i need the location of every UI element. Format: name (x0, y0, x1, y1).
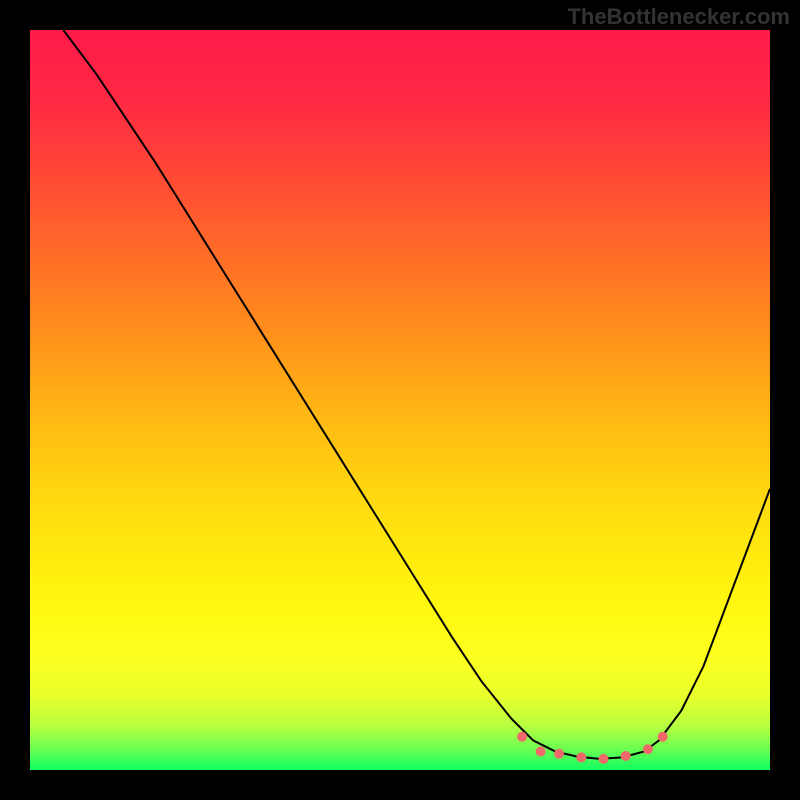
marker-point (599, 754, 609, 764)
marker-point (536, 747, 546, 757)
chart-container: TheBottlenecker.com (0, 0, 800, 800)
optimal-markers (30, 30, 770, 770)
marker-point (576, 752, 586, 762)
marker-point (621, 751, 631, 761)
attribution-text: TheBottlenecker.com (567, 4, 790, 30)
marker-point (517, 732, 527, 742)
marker-point (554, 749, 564, 759)
marker-point (658, 732, 668, 742)
marker-point (643, 744, 653, 754)
chart-plot-area (30, 30, 770, 770)
